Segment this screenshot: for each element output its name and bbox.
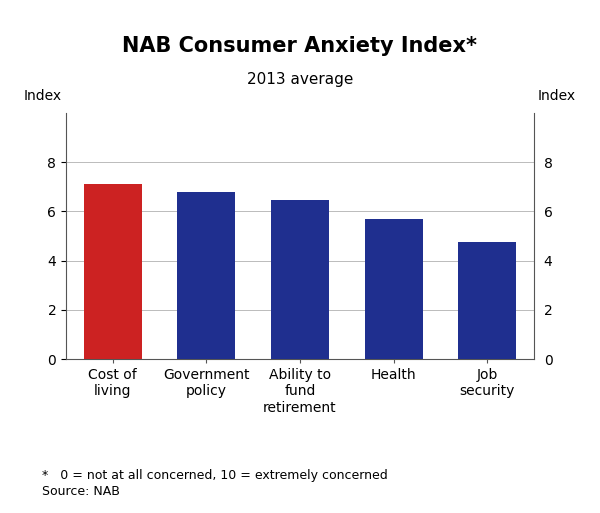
Text: Index: Index [24, 89, 62, 103]
Text: 2013 average: 2013 average [247, 72, 353, 87]
Text: NAB Consumer Anxiety Index*: NAB Consumer Anxiety Index* [122, 36, 478, 56]
Text: Source: NAB: Source: NAB [42, 485, 120, 498]
Bar [178, 192, 235, 359]
Text: *   0 = not at all concerned, 10 = extremely concerned: * 0 = not at all concerned, 10 = extreme… [42, 469, 388, 482]
Bar [84, 184, 142, 359]
Bar [365, 219, 422, 359]
Text: Index: Index [538, 89, 576, 103]
Bar [458, 242, 516, 359]
Bar [271, 200, 329, 359]
